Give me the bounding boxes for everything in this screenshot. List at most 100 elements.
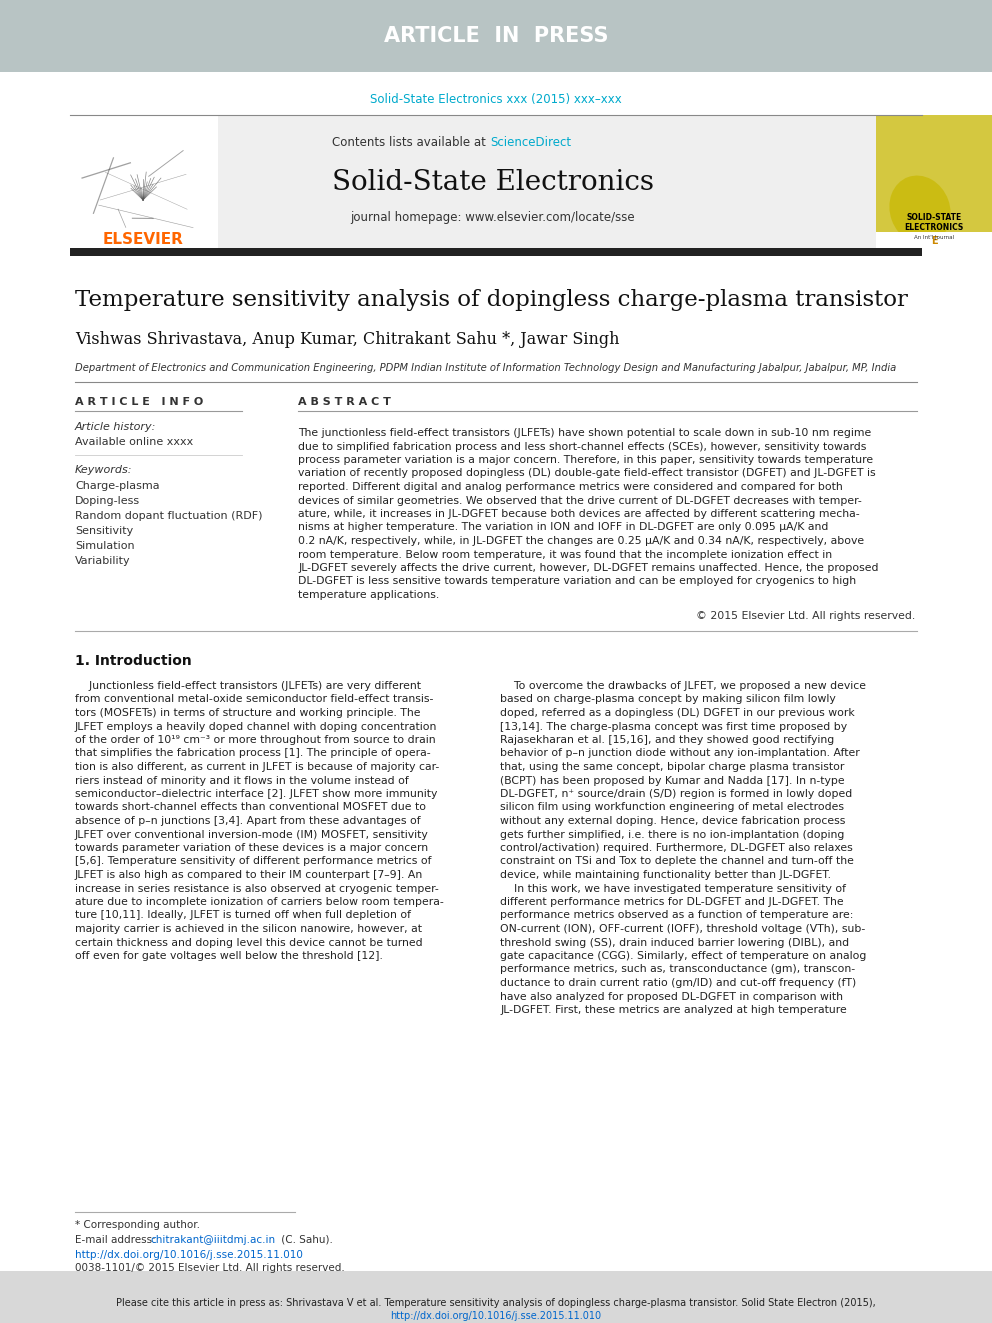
Text: Contents lists available at: Contents lists available at	[332, 136, 490, 149]
Text: JL-DGFET. First, these metrics are analyzed at high temperature: JL-DGFET. First, these metrics are analy…	[500, 1005, 847, 1015]
Text: room temperature. Below room temperature, it was found that the incomplete ioniz: room temperature. Below room temperature…	[298, 549, 832, 560]
Text: ScienceDirect: ScienceDirect	[490, 136, 571, 149]
Text: An Int'l Journal: An Int'l Journal	[914, 235, 954, 241]
Text: that simplifies the fabrication process [1]. The principle of opera-: that simplifies the fabrication process …	[75, 749, 431, 758]
Text: 0038-1101/© 2015 Elsevier Ltd. All rights reserved.: 0038-1101/© 2015 Elsevier Ltd. All right…	[75, 1263, 345, 1273]
Text: Variability: Variability	[75, 556, 131, 566]
Text: http://dx.doi.org/10.1016/j.sse.2015.11.010: http://dx.doi.org/10.1016/j.sse.2015.11.…	[75, 1250, 303, 1259]
Text: off even for gate voltages well below the threshold [12].: off even for gate voltages well below th…	[75, 951, 383, 960]
Text: DL-DGFET is less sensitive towards temperature variation and can be employed for: DL-DGFET is less sensitive towards tempe…	[298, 577, 856, 586]
Text: that, using the same concept, bipolar charge plasma transistor: that, using the same concept, bipolar ch…	[500, 762, 844, 773]
Text: (BCPT) has been proposed by Kumar and Nadda [17]. In n-type: (BCPT) has been proposed by Kumar and Na…	[500, 775, 844, 786]
Bar	[876, 115, 992, 250]
Text: (C. Sahu).: (C. Sahu).	[278, 1234, 333, 1245]
Text: To overcome the drawbacks of JLFET, we proposed a new device: To overcome the drawbacks of JLFET, we p…	[500, 681, 866, 691]
Text: Available online xxxx: Available online xxxx	[75, 437, 193, 447]
Ellipse shape	[890, 176, 950, 245]
Bar	[0, 1271, 992, 1323]
Text: devices of similar geometries. We observed that the drive current of DL-DGFET de: devices of similar geometries. We observ…	[298, 496, 862, 505]
Text: ARTICLE  IN  PRESS: ARTICLE IN PRESS	[384, 26, 608, 46]
Text: E: E	[930, 235, 937, 246]
Text: ELECTRONICS: ELECTRONICS	[905, 224, 963, 233]
Text: The junctionless field-effect transistors (JLFETs) have shown potential to scale: The junctionless field-effect transistor…	[298, 429, 871, 438]
Text: different performance metrics for DL-DGFET and JL-DGFET. The: different performance metrics for DL-DGF…	[500, 897, 843, 908]
Text: doped, referred as a dopingless (DL) DGFET in our previous work: doped, referred as a dopingless (DL) DGF…	[500, 708, 855, 718]
Text: Random dopant fluctuation (RDF): Random dopant fluctuation (RDF)	[75, 511, 263, 521]
Text: process parameter variation is a major concern. Therefore, in this paper, sensit: process parameter variation is a major c…	[298, 455, 873, 464]
Text: tion is also different, as current in JLFET is because of majority car-: tion is also different, as current in JL…	[75, 762, 439, 773]
Text: ELSEVIER: ELSEVIER	[102, 233, 184, 247]
Text: Solid-State Electronics xxx (2015) xxx–xxx: Solid-State Electronics xxx (2015) xxx–x…	[370, 94, 622, 106]
Text: Article history:: Article history:	[75, 422, 157, 433]
Text: Keywords:: Keywords:	[75, 464, 133, 475]
Text: JLFET employs a heavily doped channel with doping concentration: JLFET employs a heavily doped channel wi…	[75, 721, 437, 732]
Text: reported. Different digital and analog performance metrics were considered and c: reported. Different digital and analog p…	[298, 482, 843, 492]
Text: 1. Introduction: 1. Introduction	[75, 654, 191, 668]
Bar	[876, 232, 992, 250]
Bar	[70, 247, 922, 255]
Text: ON-current (ION), OFF-current (IOFF), threshold voltage (VTh), sub-: ON-current (ION), OFF-current (IOFF), th…	[500, 923, 865, 934]
Text: chitrakant@iiitdmj.ac.in: chitrakant@iiitdmj.ac.in	[150, 1234, 275, 1245]
Text: ature, while, it increases in JL-DGFET because both devices are affected by diff: ature, while, it increases in JL-DGFET b…	[298, 509, 860, 519]
Text: Simulation: Simulation	[75, 541, 135, 550]
Text: Vishwas Shrivastava, Anup Kumar, Chitrakant Sahu *, Jawar Singh: Vishwas Shrivastava, Anup Kumar, Chitrak…	[75, 332, 619, 348]
Text: In this work, we have investigated temperature sensitivity of: In this work, we have investigated tempe…	[500, 884, 846, 893]
Text: semiconductor–dielectric interface [2]. JLFET show more immunity: semiconductor–dielectric interface [2]. …	[75, 789, 437, 799]
Text: temperature applications.: temperature applications.	[298, 590, 439, 601]
Text: SOLID-STATE: SOLID-STATE	[907, 213, 961, 222]
Bar	[70, 115, 922, 250]
Text: constraint on TSi and Tox to deplete the channel and turn-off the: constraint on TSi and Tox to deplete the…	[500, 856, 854, 867]
Text: JLFET is also high as compared to their IM counterpart [7–9]. An: JLFET is also high as compared to their …	[75, 871, 424, 880]
Text: silicon film using workfunction engineering of metal electrodes: silicon film using workfunction engineer…	[500, 803, 844, 812]
Text: journal homepage: www.elsevier.com/locate/sse: journal homepage: www.elsevier.com/locat…	[351, 210, 635, 224]
Text: JLFET over conventional inversion-mode (IM) MOSFET, sensitivity: JLFET over conventional inversion-mode (…	[75, 830, 429, 840]
Text: performance metrics, such as, transconductance (gm), transcon-: performance metrics, such as, transcondu…	[500, 964, 855, 975]
Text: towards parameter variation of these devices is a major concern: towards parameter variation of these dev…	[75, 843, 429, 853]
Text: Solid-State Electronics: Solid-State Electronics	[332, 169, 654, 197]
Text: Temperature sensitivity analysis of dopingless charge-plasma transistor: Temperature sensitivity analysis of dopi…	[75, 288, 908, 311]
Text: Charge-plasma: Charge-plasma	[75, 482, 160, 491]
Text: due to simplified fabrication process and less short-channel effects (SCEs), how: due to simplified fabrication process an…	[298, 442, 866, 451]
Text: Sensitivity: Sensitivity	[75, 527, 133, 536]
Text: without any external doping. Hence, device fabrication process: without any external doping. Hence, devi…	[500, 816, 845, 826]
Text: * Corresponding author.: * Corresponding author.	[75, 1220, 200, 1230]
Text: © 2015 Elsevier Ltd. All rights reserved.: © 2015 Elsevier Ltd. All rights reserved…	[695, 611, 915, 620]
Text: Department of Electronics and Communication Engineering, PDPM Indian Institute o: Department of Electronics and Communicat…	[75, 363, 896, 373]
Text: riers instead of minority and it flows in the volume instead of: riers instead of minority and it flows i…	[75, 775, 409, 786]
Text: certain thickness and doping level this device cannot be turned: certain thickness and doping level this …	[75, 938, 423, 947]
Text: A B S T R A C T: A B S T R A C T	[298, 397, 391, 407]
Text: http://dx.doi.org/10.1016/j.sse.2015.11.010: http://dx.doi.org/10.1016/j.sse.2015.11.…	[391, 1311, 601, 1320]
Text: of the order of 10¹⁹ cm⁻³ or more throughout from source to drain: of the order of 10¹⁹ cm⁻³ or more throug…	[75, 736, 435, 745]
Bar	[70, 115, 218, 250]
Text: Rajasekharan et al. [15,16], and they showed good rectifying: Rajasekharan et al. [15,16], and they sh…	[500, 736, 834, 745]
Text: E-mail address:: E-mail address:	[75, 1234, 159, 1245]
Text: threshold swing (SS), drain induced barrier lowering (DIBL), and: threshold swing (SS), drain induced barr…	[500, 938, 849, 947]
Text: based on charge-plasma concept by making silicon film lowly: based on charge-plasma concept by making…	[500, 695, 835, 705]
Text: variation of recently proposed dopingless (DL) double-gate field-effect transist: variation of recently proposed dopingles…	[298, 468, 876, 479]
Text: tors (MOSFETs) in terms of structure and working principle. The: tors (MOSFETs) in terms of structure and…	[75, 708, 421, 718]
Text: Doping-less: Doping-less	[75, 496, 140, 505]
Text: from conventional metal-oxide semiconductor field-effect transis-: from conventional metal-oxide semiconduc…	[75, 695, 434, 705]
Text: increase in series resistance is also observed at cryogenic temper-: increase in series resistance is also ob…	[75, 884, 438, 893]
Bar	[0, 0, 992, 71]
Text: ature due to incomplete ionization of carriers below room tempera-: ature due to incomplete ionization of ca…	[75, 897, 443, 908]
Text: have also analyzed for proposed DL-DGFET in comparison with: have also analyzed for proposed DL-DGFET…	[500, 991, 843, 1002]
Text: [5,6]. Temperature sensitivity of different performance metrics of: [5,6]. Temperature sensitivity of differ…	[75, 856, 432, 867]
Text: nisms at higher temperature. The variation in ION and IOFF in DL-DGFET are only : nisms at higher temperature. The variati…	[298, 523, 828, 532]
Text: ture [10,11]. Ideally, JLFET is turned off when full depletion of: ture [10,11]. Ideally, JLFET is turned o…	[75, 910, 411, 921]
Text: absence of p–n junctions [3,4]. Apart from these advantages of: absence of p–n junctions [3,4]. Apart fr…	[75, 816, 421, 826]
Text: JL-DGFET severely affects the drive current, however, DL-DGFET remains unaffecte: JL-DGFET severely affects the drive curr…	[298, 564, 879, 573]
Text: gets further simplified, i.e. there is no ion-implantation (doping: gets further simplified, i.e. there is n…	[500, 830, 844, 840]
Text: Junctionless field-effect transistors (JLFETs) are very different: Junctionless field-effect transistors (J…	[75, 681, 421, 691]
Text: A R T I C L E   I N F O: A R T I C L E I N F O	[75, 397, 203, 407]
Text: DL-DGFET, n⁺ source/drain (S/D) region is formed in lowly doped: DL-DGFET, n⁺ source/drain (S/D) region i…	[500, 789, 852, 799]
Text: performance metrics observed as a function of temperature are:: performance metrics observed as a functi…	[500, 910, 853, 921]
Text: 0.2 nA/K, respectively, while, in JL-DGFET the changes are 0.25 μA/K and 0.34 nA: 0.2 nA/K, respectively, while, in JL-DGF…	[298, 536, 864, 546]
Text: behavior of p–n junction diode without any ion-implantation. After: behavior of p–n junction diode without a…	[500, 749, 860, 758]
Text: towards short-channel effects than conventional MOSFET due to: towards short-channel effects than conve…	[75, 803, 426, 812]
Text: control/activation) required. Furthermore, DL-DGFET also relaxes: control/activation) required. Furthermor…	[500, 843, 853, 853]
Text: gate capacitance (CGG). Similarly, effect of temperature on analog: gate capacitance (CGG). Similarly, effec…	[500, 951, 866, 960]
Text: [13,14]. The charge-plasma concept was first time proposed by: [13,14]. The charge-plasma concept was f…	[500, 721, 847, 732]
Text: Please cite this article in press as: Shrivastava V et al. Temperature sensitivi: Please cite this article in press as: Sh…	[116, 1298, 876, 1308]
Text: ductance to drain current ratio (gm/ID) and cut-off frequency (fT): ductance to drain current ratio (gm/ID) …	[500, 978, 856, 988]
